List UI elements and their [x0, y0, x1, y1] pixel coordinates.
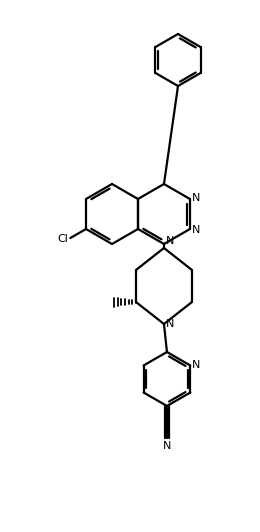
Text: N: N — [192, 361, 201, 370]
Text: N: N — [166, 236, 174, 246]
Text: N: N — [163, 441, 171, 451]
Text: Cl: Cl — [57, 234, 68, 244]
Text: N: N — [192, 225, 200, 235]
Text: N: N — [192, 193, 200, 203]
Text: N: N — [166, 319, 174, 329]
